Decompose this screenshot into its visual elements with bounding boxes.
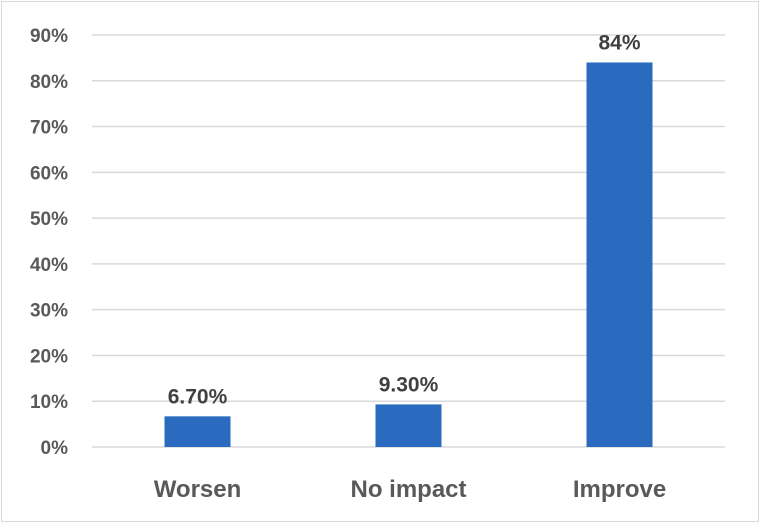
y-tick-label: 0% bbox=[41, 438, 69, 459]
y-tick-label: 40% bbox=[30, 255, 68, 276]
data-label: 84% bbox=[598, 31, 640, 54]
y-tick-label: 20% bbox=[30, 346, 68, 367]
y-tick-label: 90% bbox=[30, 26, 68, 47]
bar bbox=[586, 62, 653, 447]
bar bbox=[375, 404, 442, 447]
y-tick-label: 30% bbox=[30, 301, 68, 322]
y-tick-label: 80% bbox=[30, 72, 68, 93]
data-label: 9.30% bbox=[379, 373, 439, 396]
bar bbox=[164, 416, 231, 447]
category-label: No impact bbox=[350, 476, 466, 503]
y-tick-label: 70% bbox=[30, 118, 68, 139]
y-tick-label: 10% bbox=[30, 392, 68, 413]
category-label: Improve bbox=[573, 476, 666, 503]
data-label: 6.70% bbox=[168, 385, 228, 408]
category-label: Worsen bbox=[154, 476, 242, 503]
y-tick-label: 60% bbox=[30, 163, 68, 184]
y-tick-label: 50% bbox=[30, 209, 68, 230]
